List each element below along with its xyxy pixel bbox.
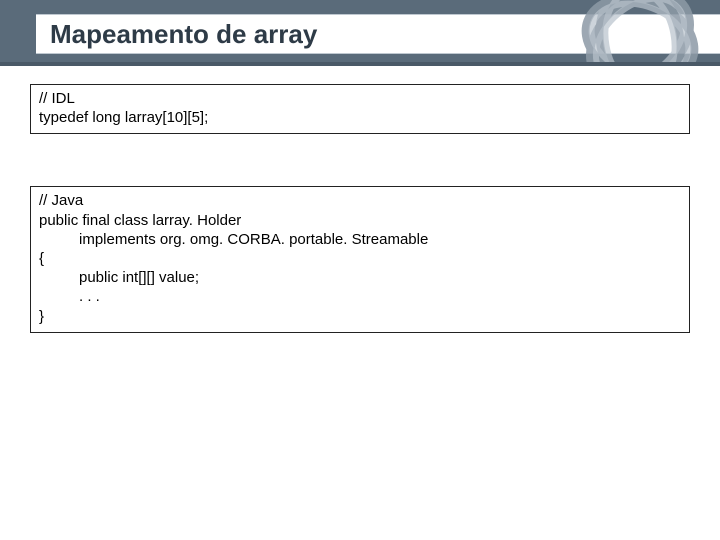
page-title: Mapeamento de array [50, 19, 317, 50]
code-line: implements org. omg. CORBA. portable. St… [39, 230, 681, 249]
content-area: // IDL typedef long larray[10][5]; // Ja… [0, 66, 720, 333]
code-line: . . . [39, 287, 681, 306]
code-line: { [39, 249, 681, 268]
code-line: // IDL [39, 89, 681, 108]
code-line: } [39, 307, 681, 326]
code-line: public int[][] value; [39, 268, 681, 287]
java-code-box: // Java public final class larray. Holde… [30, 186, 690, 332]
code-line: public final class larray. Holder [39, 211, 681, 230]
title-strip: Mapeamento de array [36, 14, 720, 54]
title-banner: Mapeamento de array [0, 0, 720, 66]
code-line: typedef long larray[10][5]; [39, 108, 681, 127]
code-line: // Java [39, 191, 681, 210]
idl-code-box: // IDL typedef long larray[10][5]; [30, 84, 690, 134]
